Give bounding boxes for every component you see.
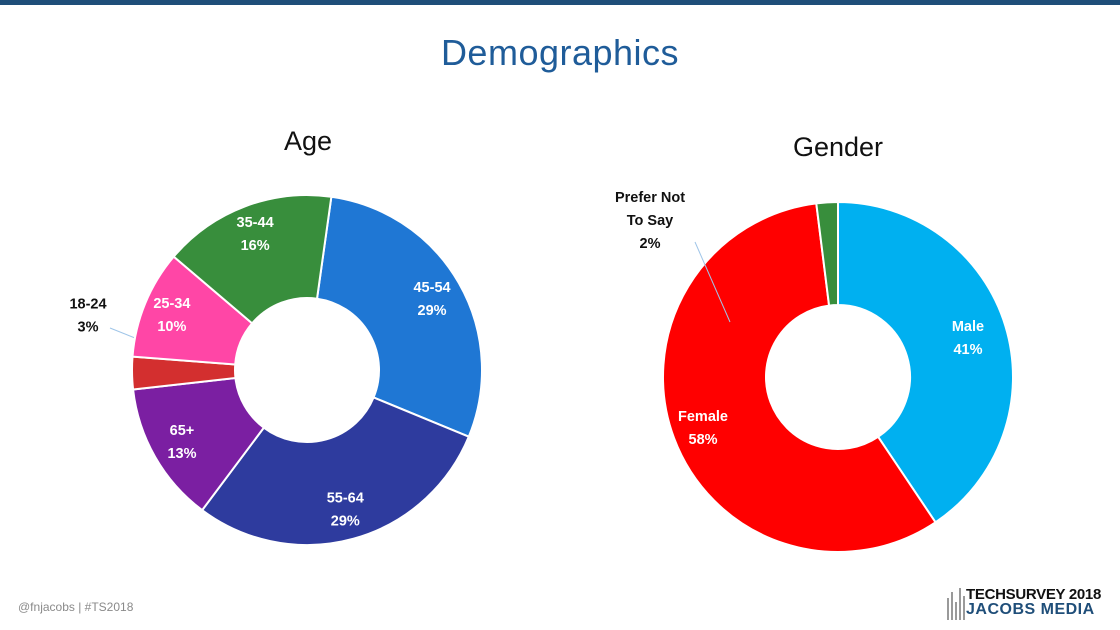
logo-line1: TECHSURVEY 2018 [966, 586, 1102, 603]
age-slice-45-54 [315, 195, 483, 438]
age-label-18-24: 18-24 3% [69, 297, 106, 336]
age-label-45-54: 45-54 29% [413, 280, 450, 319]
gender-chart-title: Gender [792, 132, 884, 162]
age-label-35-44: 35-44 16% [237, 215, 274, 254]
logo-line2: JACOBS MEDIA [966, 601, 1095, 618]
age-chart-title: Age [283, 126, 333, 156]
age-slice-55-64 [200, 396, 471, 546]
gender-slice-prefer-not-to-say [815, 200, 839, 307]
techsurvey-logo: TECHSURVEY 2018 JACOBS MEDIA [946, 582, 1101, 622]
gender-slice-male [837, 200, 1014, 524]
gender-label-female: Female 58% [678, 409, 728, 448]
gender-label-male: Male 41% [952, 319, 984, 358]
age-label-55-64: 55-64 29% [327, 490, 364, 529]
equalizer-icon [947, 588, 965, 620]
age-label-65-: 65+ 13% [167, 423, 196, 462]
age-label-25-34: 25-34 10% [153, 296, 190, 335]
slide-title: Demographics [440, 32, 680, 73]
gender-label-prefer-not-to-say: Prefer Not To Say 2% [615, 190, 685, 252]
gender-label-prefer-not-to-say-leader-line [694, 241, 731, 323]
top-rule [0, 0, 1120, 5]
age-slice-35-44 [172, 194, 333, 325]
footer-handle: @fnjacobs | #TS2018 [18, 600, 134, 614]
gender-slice-female [662, 202, 937, 553]
